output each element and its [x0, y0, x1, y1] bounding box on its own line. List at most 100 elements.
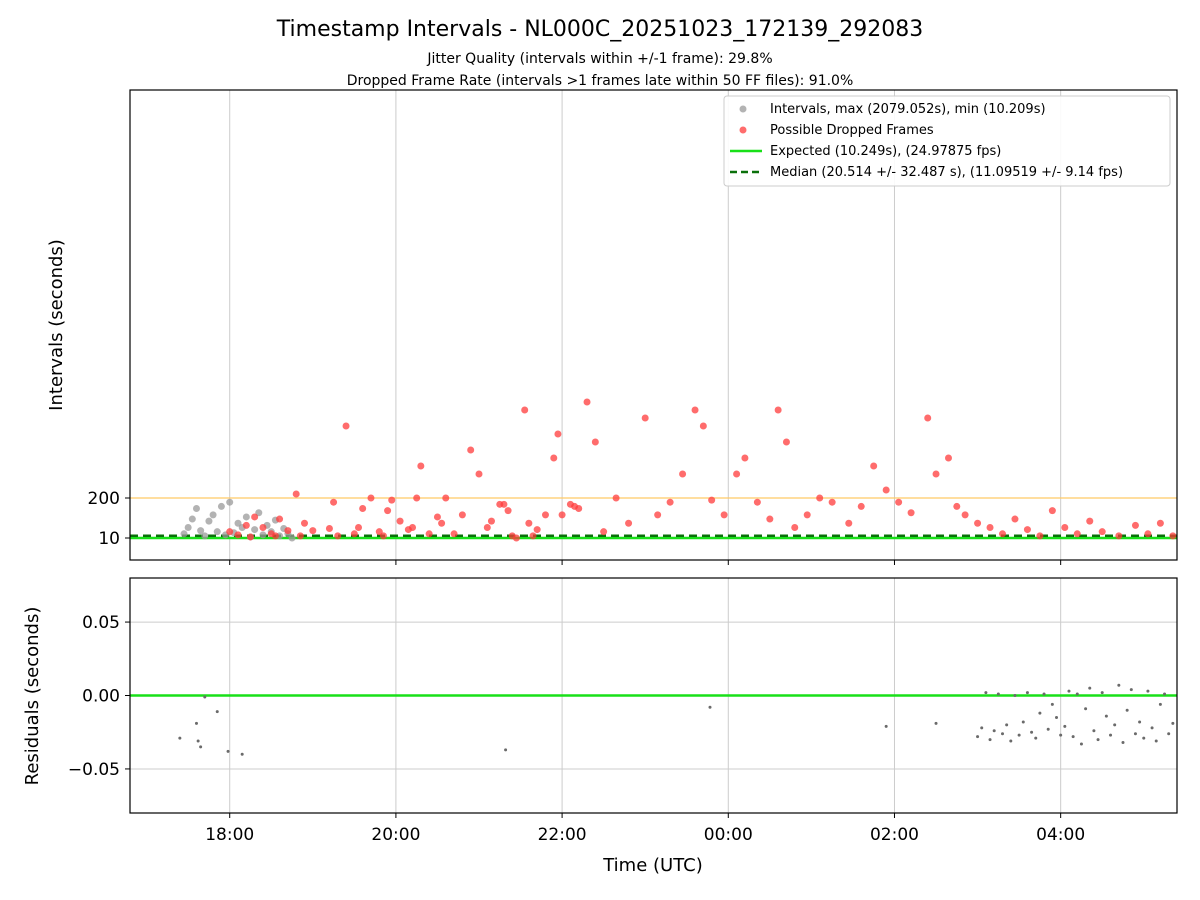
top-y-tick-label-0: 10	[98, 529, 120, 549]
dropped-frame-point-37	[467, 446, 475, 454]
dropped-frame-point-61	[625, 519, 633, 527]
dropped-frame-point-21	[367, 494, 375, 502]
dropped-frame-point-74	[774, 406, 782, 414]
legend-marker-dropped	[739, 126, 747, 134]
residual-point-44	[1109, 733, 1113, 737]
residual-point-51	[1138, 720, 1142, 724]
dropped-frame-point-84	[895, 498, 903, 506]
dropped-frame-point-31	[425, 530, 433, 538]
interval-point-9	[217, 502, 225, 510]
residual-point-48	[1125, 708, 1129, 712]
dropped-frame-point-67	[699, 422, 707, 430]
residual-point-12	[976, 735, 980, 739]
residual-point-40	[1092, 729, 1096, 733]
legend: Intervals, max (2079.052s), min (10.209s…	[723, 95, 1171, 187]
dropped-frame-point-64	[666, 498, 674, 506]
dropped-frame-point-77	[803, 511, 811, 519]
interval-point-26	[288, 534, 296, 542]
residual-point-32	[1059, 733, 1063, 737]
dropped-frame-point-8	[276, 515, 284, 523]
dropped-frame-point-4	[251, 513, 259, 521]
residual-point-19	[1005, 723, 1009, 727]
dropped-frame-point-88	[944, 454, 952, 462]
top-axes-frame	[129, 89, 1178, 561]
dropped-frame-point-89	[953, 502, 961, 510]
dropped-frame-point-1	[234, 531, 242, 539]
legend-label-intervals: Intervals, max (2079.052s), min (10.209s…	[770, 102, 1046, 117]
chart-subtitle-dropped: Dropped Frame Rate (intervals >1 frames …	[347, 73, 854, 89]
residual-point-15	[988, 738, 992, 742]
x-tick-label-3: 00:00	[704, 825, 753, 845]
residual-point-9	[708, 705, 712, 709]
residual-point-16	[992, 729, 996, 733]
dropped-frame-point-62	[641, 414, 649, 422]
interval-point-8	[213, 528, 221, 536]
residual-point-10	[884, 724, 888, 728]
dropped-frame-point-75	[782, 438, 790, 446]
residual-point-3	[199, 745, 203, 749]
legend-label-expected: Expected (10.249s), (24.97875 fps)	[770, 144, 1001, 159]
interval-point-17	[251, 526, 259, 534]
dropped-frame-point-43	[504, 507, 512, 515]
interval-point-7	[209, 511, 217, 519]
dropped-frame-point-59	[600, 528, 608, 536]
dropped-frame-point-105	[1156, 519, 1164, 527]
residual-point-49	[1129, 688, 1133, 692]
dropped-frame-point-76	[791, 523, 799, 531]
dropped-frame-point-83	[882, 486, 890, 494]
dropped-frame-point-25	[388, 496, 396, 504]
dropped-frame-point-48	[529, 532, 537, 540]
dropped-frame-point-49	[533, 526, 541, 534]
dropped-frame-point-82	[870, 462, 878, 470]
residual-point-8	[504, 748, 508, 752]
residual-point-13	[980, 726, 984, 730]
residual-point-22	[1017, 733, 1021, 737]
residual-point-24	[1025, 691, 1029, 695]
bottom-series-residuals	[178, 683, 1175, 756]
dropped-frame-point-40	[487, 517, 495, 525]
dropped-frame-point-32	[433, 513, 441, 521]
residual-point-50	[1133, 732, 1137, 736]
bottom-y-tick-label-0: 0.05	[82, 613, 120, 633]
residual-point-57	[1163, 692, 1167, 696]
dropped-frame-point-17	[342, 422, 350, 430]
dropped-frame-point-52	[554, 430, 562, 438]
interval-point-0	[180, 530, 188, 538]
dropped-frame-point-95	[1023, 526, 1031, 534]
interval-point-4	[197, 527, 205, 535]
dropped-frame-point-0	[226, 528, 234, 536]
top-y-axis-label: Intervals (seconds)	[46, 239, 67, 411]
interval-point-3	[192, 505, 200, 513]
dropped-frame-point-97	[1048, 507, 1056, 515]
dropped-frame-point-46	[521, 406, 529, 414]
residual-point-55	[1154, 739, 1158, 743]
dropped-frame-point-16	[334, 532, 342, 540]
bottom-y-tick-label-1: 0.00	[82, 687, 120, 707]
dropped-frame-point-51	[550, 454, 558, 462]
dropped-frame-point-99	[1073, 530, 1081, 538]
dropped-frame-point-56	[575, 505, 583, 513]
dropped-frame-point-13	[309, 527, 317, 535]
dropped-frame-point-69	[720, 511, 728, 519]
dropped-frame-point-36	[458, 511, 466, 519]
dropped-frame-point-81	[857, 502, 865, 510]
residual-point-47	[1121, 741, 1125, 744]
dropped-frame-point-100	[1086, 517, 1094, 525]
top-y-tick-label-1: 200	[88, 489, 120, 509]
dropped-frame-point-72	[753, 498, 761, 506]
residual-point-59	[1171, 721, 1175, 725]
dropped-frame-point-33	[438, 519, 446, 527]
residual-point-27	[1038, 711, 1042, 715]
residual-point-5	[215, 710, 219, 714]
dropped-frame-point-101	[1098, 528, 1106, 536]
residual-point-38	[1084, 707, 1088, 711]
dropped-frame-point-50	[541, 511, 549, 519]
interval-point-19	[259, 531, 267, 539]
residual-point-52	[1142, 736, 1146, 740]
dropped-frame-point-73	[766, 515, 774, 523]
dropped-frame-point-12	[301, 519, 308, 527]
residual-point-31	[1055, 716, 1059, 720]
x-tick-label-2: 22:00	[538, 825, 587, 845]
residual-point-20	[1009, 739, 1013, 743]
